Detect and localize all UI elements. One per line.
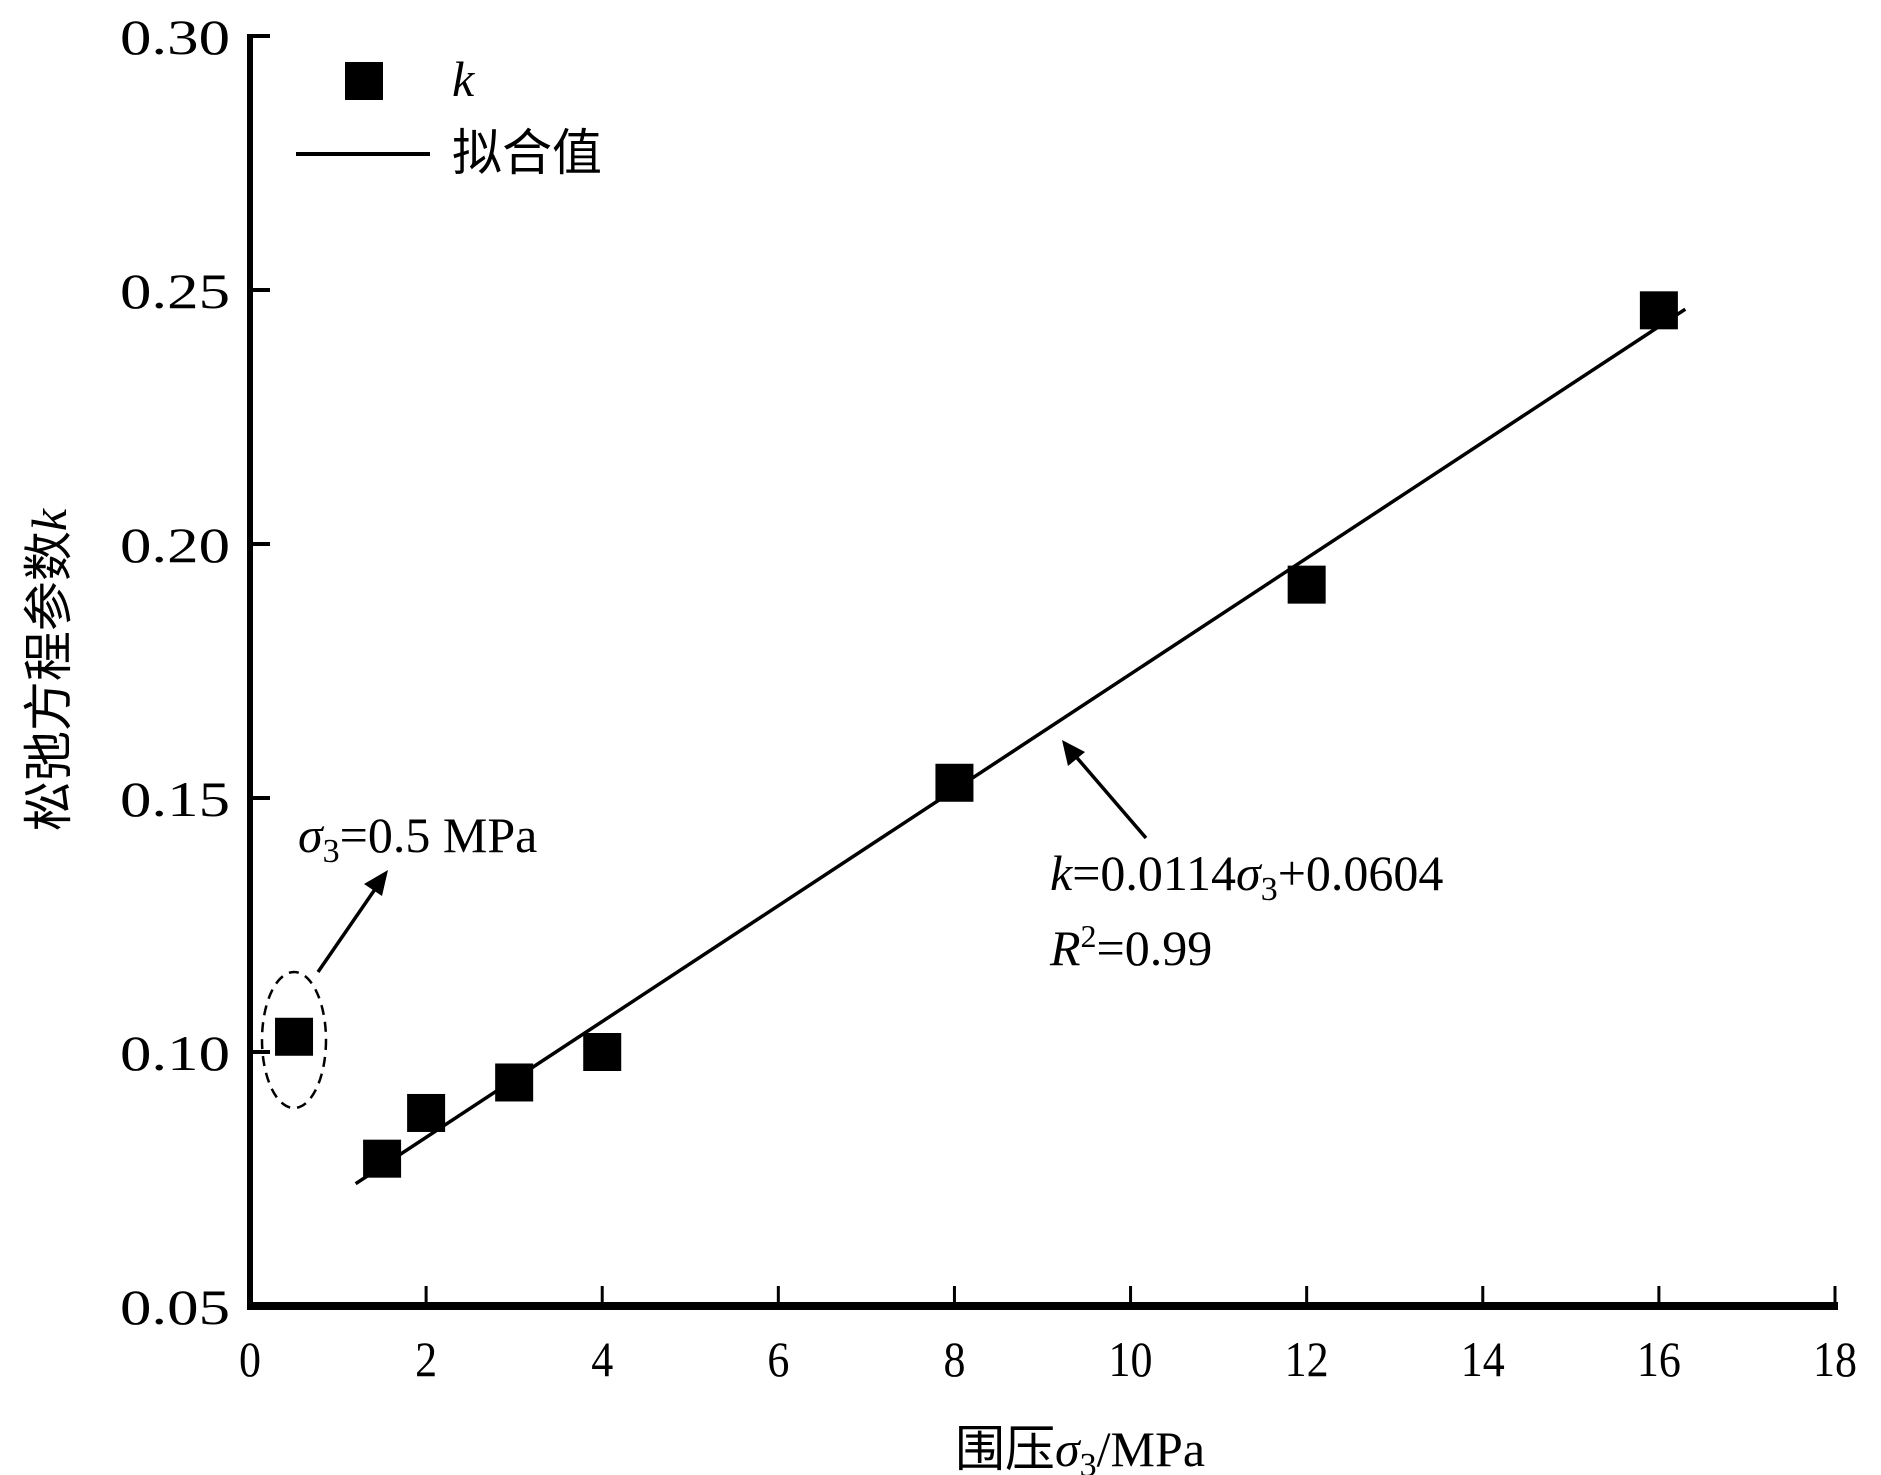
outlier-label: σ3=0.5 MPa [298,807,537,870]
y-axis-title: 松弛方程参数k [20,508,78,831]
data-point [495,1063,534,1102]
outlier-arrowhead [364,870,388,896]
marks [275,291,1687,1186]
axes: 0 2 4 6 8 10 12 14 16 18 0.05 0.10 0.15 0.20 0.25 0.30 [120,9,1857,1387]
x-tick-label: 8 [943,1331,965,1387]
r-squared: R2=0.99 [1049,918,1212,976]
x-tick-label: 14 [1461,1331,1505,1387]
equation-annotation: k=0.0114σ3+0.0604 R2=0.99 [1049,740,1443,976]
equation-arrow [1070,750,1148,840]
data-point [363,1139,402,1178]
data-point [275,1017,314,1056]
y-tick-label: 0.15 [120,771,230,827]
fit-line [354,307,1687,1186]
outlier-arrow [316,881,382,973]
y-tick-label: 0.10 [120,1025,230,1081]
x-tick-label: 18 [1813,1331,1857,1387]
x-tick-label: 6 [767,1331,789,1387]
legend-label-k: k [452,51,475,107]
x-tick-label: 16 [1637,1331,1681,1387]
fit-equation: k=0.0114σ3+0.0604 [1050,845,1443,908]
equation-arrowhead [1062,740,1085,766]
x-tick-label: 4 [591,1331,613,1387]
legend-marker-square [345,62,383,100]
x-axis-title: 围压σ3/MPa [955,1420,1205,1475]
y-tick-label: 0.30 [120,9,230,65]
y-tick-label: 0.20 [120,517,230,573]
outlier-annotation: σ3=0.5 MPa [260,807,537,1110]
data-point [1639,291,1678,330]
x-tick-label: 12 [1285,1331,1329,1387]
x-tick-label: 2 [415,1331,437,1387]
legend-label-fit: 拟合值 [452,124,602,182]
x-tick-label: 10 [1109,1331,1153,1387]
data-point [407,1093,446,1132]
data-point [583,1033,622,1071]
y-tick-label: 0.05 [120,1279,230,1335]
outlier-ellipse [260,970,328,1110]
legend: k 拟合值 [296,51,602,182]
data-point [1287,565,1326,604]
data-point [935,763,974,802]
x-tick-label: 0 [239,1331,261,1387]
y-tick-label: 0.25 [120,263,230,319]
